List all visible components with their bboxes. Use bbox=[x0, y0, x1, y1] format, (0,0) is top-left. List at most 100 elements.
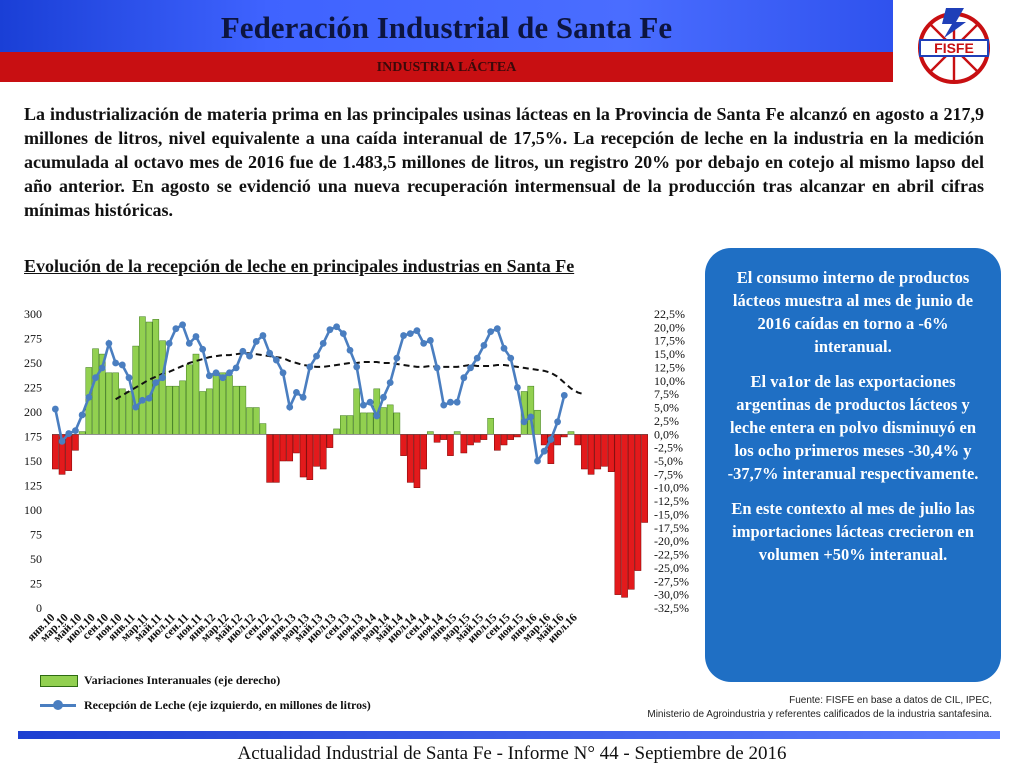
left-tick-label: 275 bbox=[24, 332, 42, 346]
left-tick-label: 25 bbox=[30, 577, 42, 591]
series-point bbox=[527, 413, 535, 421]
series-point bbox=[493, 325, 501, 333]
series-point bbox=[205, 372, 213, 380]
bar bbox=[420, 434, 427, 470]
bar bbox=[353, 388, 360, 435]
bar bbox=[239, 385, 247, 435]
page-title: Federación Industrial de Santa Fe bbox=[220, 10, 673, 45]
bar bbox=[286, 434, 294, 462]
series-point bbox=[447, 398, 454, 406]
series-point bbox=[105, 340, 113, 347]
series-point bbox=[346, 346, 354, 354]
subtitle-bar bbox=[0, 52, 893, 82]
bar bbox=[540, 434, 548, 446]
bar bbox=[393, 412, 401, 435]
series-point bbox=[333, 323, 341, 331]
legend-bars-label: Variaciones Interanuales (eje derecho) bbox=[84, 673, 281, 687]
right-tick-label: 15,0% bbox=[654, 347, 685, 361]
bar bbox=[581, 434, 588, 470]
right-tick-label: 17,5% bbox=[654, 334, 685, 348]
intro-paragraph: La industrialización de materia prima en… bbox=[24, 104, 984, 220]
series-point bbox=[219, 374, 227, 382]
trend-line bbox=[115, 352, 585, 401]
series-point bbox=[326, 326, 334, 334]
right-tick-label: -17,5% bbox=[654, 521, 689, 535]
series-point bbox=[51, 405, 59, 413]
bar bbox=[78, 431, 86, 435]
series-point bbox=[540, 447, 548, 455]
bar bbox=[266, 434, 273, 483]
bar bbox=[433, 434, 441, 443]
bar bbox=[641, 434, 648, 523]
right-tick-label: -5,0% bbox=[654, 454, 683, 468]
source-line-1: Fuente: FISFE en base a datos de CIL, IP… bbox=[789, 695, 992, 706]
series-point bbox=[473, 354, 481, 362]
series-point bbox=[426, 337, 434, 344]
bar bbox=[500, 434, 508, 446]
bar bbox=[105, 372, 113, 435]
series-point bbox=[226, 369, 233, 377]
bar bbox=[179, 380, 186, 435]
left-tick-label: 175 bbox=[24, 430, 42, 444]
series-point bbox=[313, 352, 320, 360]
series-point bbox=[453, 398, 461, 406]
bar bbox=[252, 407, 260, 435]
chart-title: Evolución de la recepción de leche en pr… bbox=[24, 256, 575, 276]
series-point bbox=[460, 374, 468, 382]
bar bbox=[319, 434, 327, 470]
series-point bbox=[520, 418, 528, 426]
bar bbox=[299, 434, 307, 478]
source-line-2: Ministerio de Agroindustria y referentes… bbox=[647, 709, 992, 720]
series-point bbox=[560, 391, 568, 399]
bar bbox=[380, 407, 387, 435]
series-point bbox=[420, 340, 428, 347]
bar bbox=[507, 434, 515, 440]
bar bbox=[453, 431, 461, 435]
right-tick-label: -22,5% bbox=[654, 548, 689, 562]
callout-paragraph-2: El va1or de las exportaciones argentinas… bbox=[727, 372, 979, 483]
bar bbox=[614, 434, 622, 595]
bar bbox=[627, 434, 635, 590]
series-point bbox=[252, 338, 260, 345]
left-tick-label: 100 bbox=[24, 503, 42, 517]
bar bbox=[473, 434, 481, 443]
bar bbox=[326, 434, 334, 448]
bottom-rule bbox=[18, 731, 1000, 739]
bar bbox=[125, 391, 133, 435]
callout-paragraph-1: El consumo interno de productos lácteos … bbox=[732, 268, 974, 356]
right-tick-label: -20,0% bbox=[654, 534, 689, 548]
series-point bbox=[179, 321, 186, 329]
bar bbox=[273, 434, 280, 483]
series-point bbox=[92, 374, 99, 382]
bar bbox=[139, 316, 146, 435]
series-point bbox=[246, 352, 253, 360]
bar bbox=[159, 340, 166, 435]
fisfe-logo: FISFE bbox=[918, 8, 990, 84]
series-point bbox=[400, 332, 407, 339]
series-point bbox=[239, 347, 247, 355]
right-tick-label: 0,0% bbox=[654, 427, 679, 441]
bar bbox=[366, 412, 374, 435]
bar bbox=[467, 434, 474, 446]
left-tick-label: 225 bbox=[24, 381, 42, 395]
series-point bbox=[212, 369, 220, 377]
bar bbox=[313, 434, 320, 467]
legend-line-marker bbox=[53, 700, 63, 710]
bar bbox=[199, 391, 206, 435]
bar bbox=[574, 434, 581, 446]
bar bbox=[494, 434, 501, 451]
series-point bbox=[118, 361, 126, 369]
right-tick-label: -15,0% bbox=[654, 507, 689, 521]
bar bbox=[72, 434, 79, 451]
series-point bbox=[145, 394, 153, 402]
bar bbox=[587, 434, 595, 475]
page-subtitle: INDUSTRIA LÁCTEA bbox=[376, 60, 517, 75]
series-point bbox=[279, 369, 287, 377]
bar bbox=[333, 428, 340, 435]
series-point bbox=[406, 330, 414, 337]
series-point bbox=[393, 354, 401, 362]
series-point bbox=[339, 330, 347, 337]
right-tick-label: 7,5% bbox=[654, 387, 679, 401]
bar bbox=[212, 375, 220, 435]
